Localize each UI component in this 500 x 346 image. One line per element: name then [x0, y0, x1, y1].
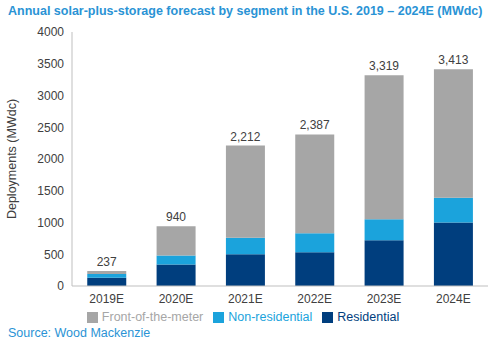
svg-text:3,413: 3,413	[438, 53, 468, 67]
svg-text:2024E: 2024E	[436, 292, 471, 306]
svg-text:3,319: 3,319	[369, 59, 399, 73]
html-text:Annual solar-plus-storage fore: Annual solar-plus-storage forecast by se…	[8, 4, 483, 18]
svg-text:0: 0	[57, 279, 64, 293]
svg-text:2021E: 2021E	[228, 292, 263, 306]
html-text:Front-of-the-meter: Front-of-the-meter	[101, 310, 204, 324]
html-text:Residential: Residential	[337, 310, 400, 324]
svg-text:2000: 2000	[37, 152, 64, 166]
svg-text:2020E: 2020E	[159, 292, 194, 306]
svg-text:2023E: 2023E	[367, 292, 402, 306]
html-text:Non-residential: Non-residential	[228, 310, 313, 324]
svg-text:2,212: 2,212	[230, 130, 260, 144]
svg-text:3000: 3000	[37, 89, 64, 103]
svg-text:940: 940	[166, 210, 186, 224]
svg-text:2500: 2500	[37, 121, 64, 135]
svg-text:1000: 1000	[37, 216, 64, 230]
svg-text:237: 237	[97, 255, 117, 269]
svg-text:2022E: 2022E	[297, 292, 332, 306]
svg-text:4000: 4000	[37, 25, 64, 39]
svg-text:2,387: 2,387	[300, 118, 330, 132]
svg-text:1500: 1500	[37, 184, 64, 198]
html-text:Source: Wood Mackenzie: Source: Wood Mackenzie	[8, 326, 151, 340]
svg-text:Deployments (MWdc): Deployments (MWdc)	[8, 99, 19, 219]
svg-text:500: 500	[44, 248, 64, 262]
svg-text:2019E: 2019E	[89, 292, 124, 306]
svg-text:3500: 3500	[37, 57, 64, 71]
